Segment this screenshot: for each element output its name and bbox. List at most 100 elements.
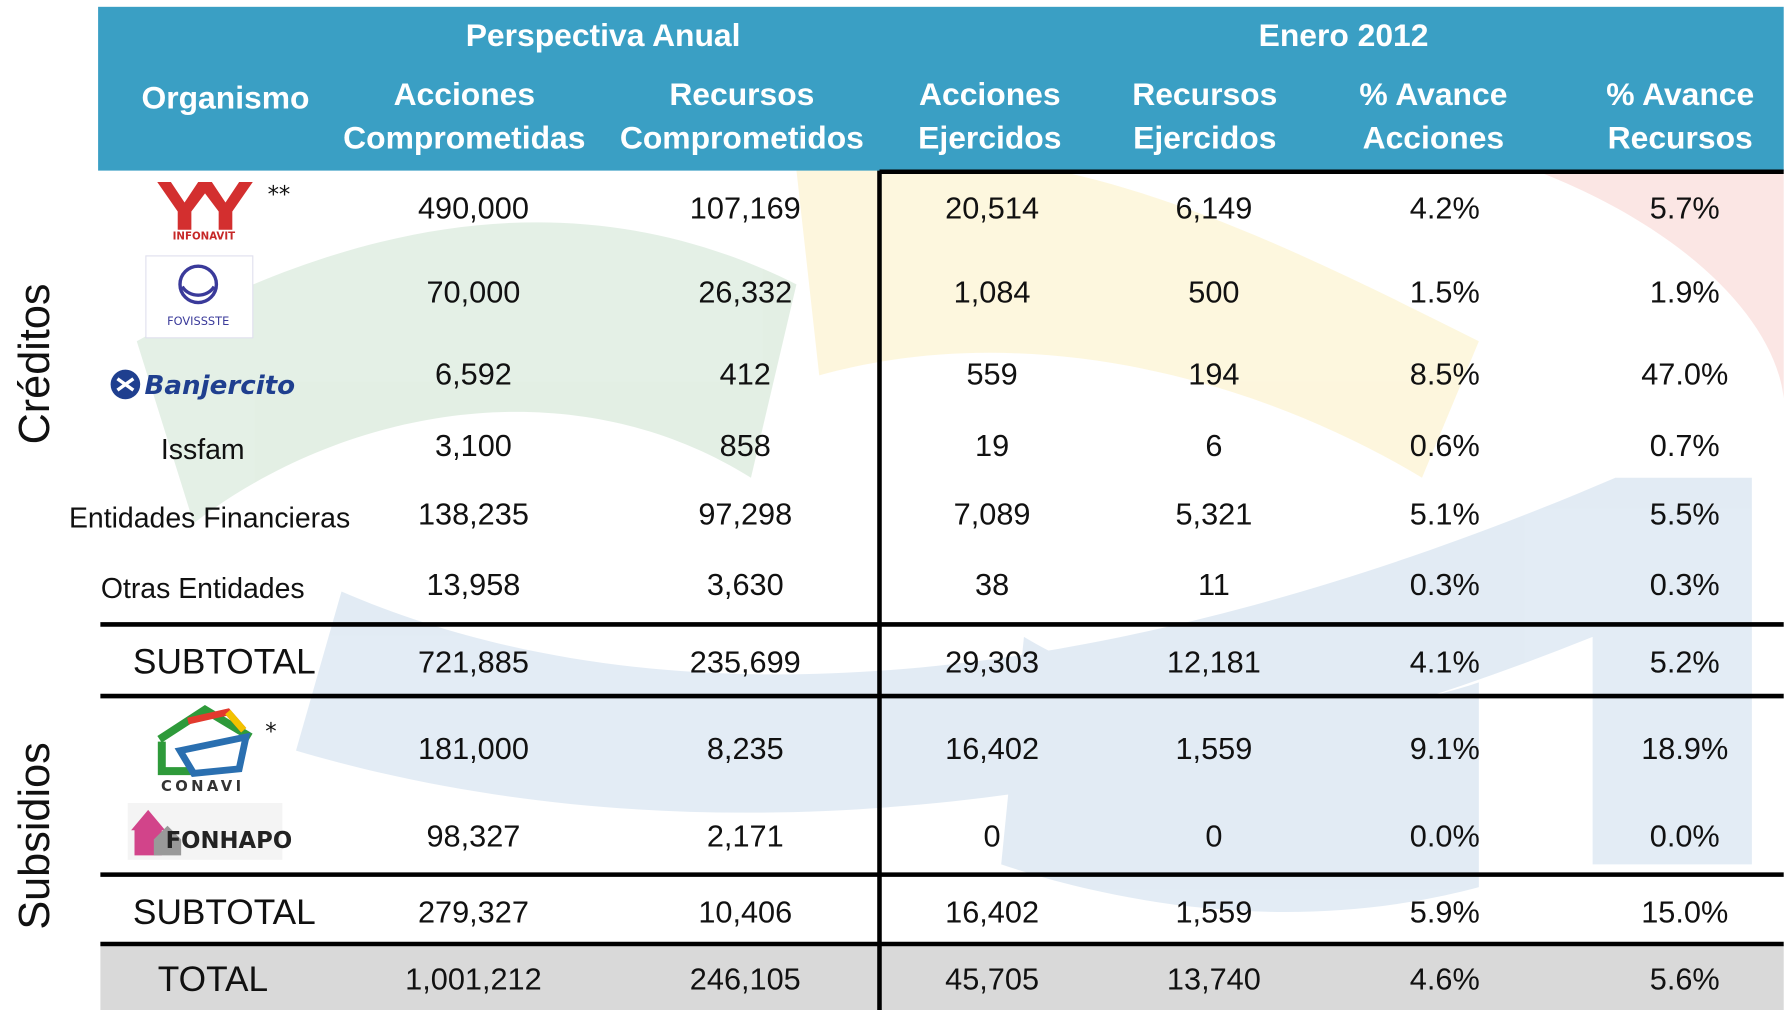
organismo: SUBTOTAL	[133, 893, 316, 932]
column-header: Acciones	[919, 76, 1061, 112]
cell: 1.5%	[1410, 275, 1480, 310]
logo-text: INFONAVIT	[173, 232, 235, 243]
organismo: Entidades Financieras	[69, 502, 350, 534]
cell: 47.0%	[1641, 357, 1728, 392]
cell: 38	[975, 567, 1009, 602]
column-header: Comprometidos	[620, 119, 864, 155]
cell: 16,402	[945, 895, 1039, 930]
cell: 1,084	[954, 275, 1031, 310]
cell: 5.1%	[1410, 496, 1480, 531]
column-header: % Avance	[1606, 76, 1754, 112]
cell: 0.0%	[1410, 818, 1480, 853]
column-header: Ejercidos	[918, 119, 1061, 155]
cell: 5,321	[1175, 496, 1252, 531]
cell: 0.3%	[1410, 567, 1480, 602]
cell: 181,000	[418, 731, 529, 766]
cell: 0.3%	[1650, 567, 1720, 602]
organismo: TOTAL	[158, 960, 268, 999]
cell: 0	[1205, 818, 1222, 853]
cell: 559	[966, 357, 1017, 392]
cell: 107,169	[690, 191, 801, 226]
cell: 70,000	[427, 275, 521, 310]
cell: 4.6%	[1410, 962, 1480, 997]
organismo: Otras Entidades	[101, 573, 305, 605]
cell: 2,171	[707, 818, 784, 853]
cell: 5.7%	[1650, 191, 1720, 226]
cell: 235,699	[690, 644, 801, 679]
note: *	[265, 719, 276, 745]
cell: 29,303	[945, 644, 1039, 679]
cell: 6,149	[1175, 191, 1252, 226]
cell: 45,705	[945, 962, 1039, 997]
cell: 5.6%	[1650, 962, 1720, 997]
cell: 1.9%	[1650, 275, 1720, 310]
group-header: Enero 2012	[1259, 17, 1429, 53]
cell: 13,740	[1167, 962, 1261, 997]
header-band	[98, 6, 1784, 171]
cell: 8.5%	[1410, 357, 1480, 392]
cell: 1,559	[1175, 731, 1252, 766]
organismo: SUBTOTAL	[133, 643, 316, 682]
side-label: Créditos	[11, 283, 59, 444]
side-label: Subsidios	[11, 742, 59, 929]
logo-text: Banjercito	[144, 371, 295, 401]
cell: 10,406	[698, 895, 792, 930]
column-header: Recursos	[1608, 119, 1753, 155]
background-decoration	[136, 155, 1784, 912]
cell: 5.2%	[1650, 644, 1720, 679]
cell: 4.1%	[1410, 644, 1480, 679]
column-header: Comprometidas	[343, 119, 585, 155]
table-body: 490,000 107,169 20,514 6,149 4.2% 5.7% 70,000 2…	[69, 191, 1728, 999]
cell: 1,001,212	[405, 962, 542, 997]
cell: 9.1%	[1410, 731, 1480, 766]
cell: 500	[1188, 275, 1239, 310]
cell: 98,327	[427, 818, 521, 853]
fonhapo-logo: FONHAPO	[127, 802, 293, 860]
cell: 5.5%	[1650, 496, 1720, 531]
column-header: Recursos	[669, 76, 814, 112]
cell: 194	[1188, 357, 1239, 392]
table-rules	[100, 169, 1784, 1010]
note: **	[268, 182, 291, 208]
logo-text: FONHAPO	[166, 828, 293, 854]
cell: 18.9%	[1641, 731, 1728, 766]
column-header: Ejercidos	[1133, 119, 1276, 155]
logo-text: FOVISSSTE	[167, 314, 229, 328]
cell: 20,514	[945, 191, 1039, 226]
cell: 0.6%	[1410, 428, 1480, 463]
column-header: Acciones	[1363, 119, 1505, 155]
cell: 15.0%	[1641, 895, 1728, 930]
cell: 8,235	[707, 731, 784, 766]
cell: 19	[975, 428, 1009, 463]
cell: 16,402	[945, 731, 1039, 766]
column-header: % Avance	[1359, 76, 1507, 112]
column-header: Acciones	[394, 76, 536, 112]
banjercito-logo: Banjercito	[110, 369, 295, 401]
cell: 5.9%	[1410, 895, 1480, 930]
cell: 246,105	[690, 962, 801, 997]
infonavit-logo: INFONAVIT **	[157, 181, 291, 243]
cell: 0.7%	[1650, 428, 1720, 463]
cell: 6	[1205, 428, 1222, 463]
cell: 3,100	[435, 428, 512, 463]
fovissste-logo: FOVISSSTE	[145, 255, 254, 339]
cell: 0	[984, 818, 1001, 853]
cell: 3,630	[707, 567, 784, 602]
cell: 412	[720, 357, 771, 392]
cell: 1,559	[1175, 895, 1252, 930]
cell: 97,298	[698, 496, 792, 531]
column-header: Organismo	[141, 79, 309, 115]
cell: 4.2%	[1410, 191, 1480, 226]
cell: 279,327	[418, 895, 529, 930]
organismo: Issfam	[161, 434, 245, 466]
cell: 0.0%	[1650, 818, 1720, 853]
group-header: Perspectiva Anual	[466, 17, 741, 53]
logo-text: CONAVI	[161, 778, 245, 795]
cell: 858	[720, 428, 771, 463]
column-headers: Organismo Acciones Comprometidas Recursos Co…	[141, 76, 1754, 155]
cell: 13,958	[427, 567, 521, 602]
column-header: Recursos	[1132, 76, 1277, 112]
cell: 721,885	[418, 644, 529, 679]
